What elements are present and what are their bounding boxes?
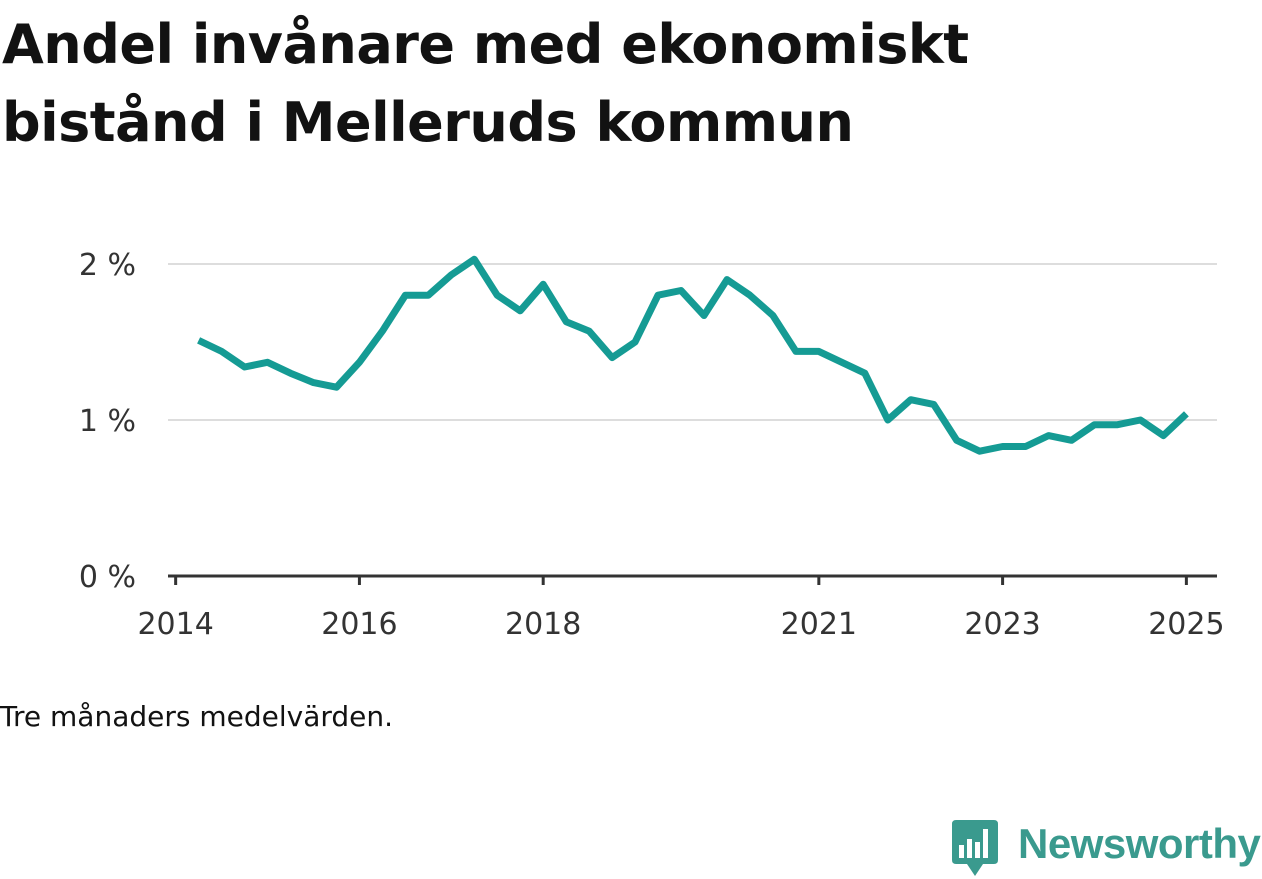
line-chart: 0 % 1 % 2 % 2014 2016 2018 2021 2023 2025 — [79, 248, 1225, 642]
y-tick-label: 2 % — [79, 248, 136, 283]
x-axis: 2014 2016 2018 2021 2023 2025 — [137, 574, 1225, 642]
x-tick-label: 2023 — [964, 607, 1040, 642]
newsworthy-logo: Newsworthy — [950, 818, 1261, 879]
gridlines — [168, 263, 1217, 421]
newsworthy-logo-icon — [952, 820, 998, 876]
y-axis-ticks: 0 % 1 % 2 % — [79, 248, 136, 595]
x-tick-label: 2025 — [1148, 607, 1224, 642]
x-tick-label: 2016 — [321, 607, 397, 642]
series-layer — [197, 255, 1189, 455]
x-tick-label: 2014 — [137, 607, 213, 642]
x-tick-label: 2021 — [781, 607, 857, 642]
x-tick-label: 2018 — [505, 607, 581, 642]
newsworthy-wordmark: Newsworthy — [1018, 820, 1261, 867]
chart-note: Tre månaders medelvärden. — [0, 700, 394, 733]
series-line — [197, 255, 1189, 455]
chart-title: Andel invånare med ekonomiskt bistånd i … — [2, 13, 969, 154]
y-tick-label: 1 % — [79, 404, 136, 439]
y-tick-label: 0 % — [79, 560, 136, 595]
